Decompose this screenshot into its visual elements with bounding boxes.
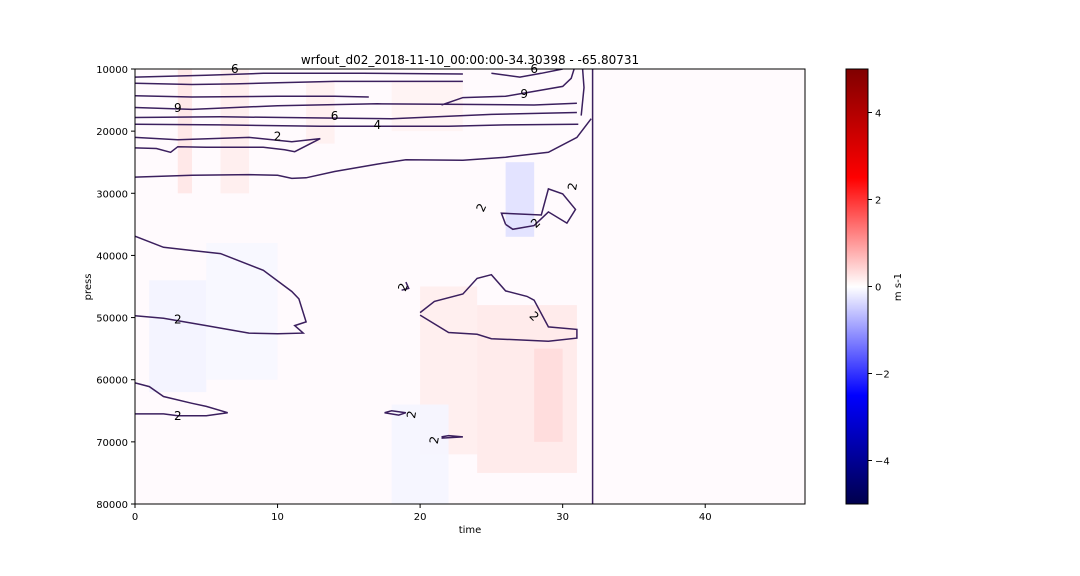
chart-title: wrfout_d02_2018-11-10_00:00:00-34.30398 … [301, 53, 639, 67]
contour-label: 2 [565, 181, 580, 191]
x-tick-label: 10 [271, 512, 284, 523]
x-tick-label: 20 [414, 512, 427, 523]
y-tick-label: 50000 [96, 314, 128, 325]
y-tick-label: 70000 [96, 438, 128, 449]
contour-line [135, 235, 308, 335]
shading-cell [391, 81, 463, 132]
shading-cell [220, 69, 250, 194]
colorbar-tick-label: −2 [875, 370, 890, 381]
colorbar [845, 68, 869, 505]
x-axis-label: time [459, 525, 482, 536]
contour-line [384, 410, 407, 416]
y-tick-label: 80000 [96, 500, 128, 511]
shading-layer [149, 69, 577, 504]
contour-label: 6 [331, 109, 339, 123]
contour-label: 4 [374, 118, 382, 132]
colorbar-tick-label: 2 [875, 196, 881, 207]
contour-line [580, 69, 585, 116]
contour-line [135, 72, 463, 78]
y-axis: 10000 20000 30000 40000 50000 60000 70000 80000 [96, 65, 135, 511]
contour-label: 9 [520, 87, 528, 101]
contour-line [135, 80, 463, 86]
contour-layer [135, 69, 594, 504]
contour-line [441, 434, 463, 439]
y-tick-label: 20000 [96, 127, 128, 138]
contour-label: 2 [174, 409, 182, 423]
contour-label: 9 [174, 101, 182, 115]
contour-line [135, 94, 369, 98]
contour-line [441, 69, 575, 106]
shading-cell [505, 162, 535, 237]
shading-cell [306, 81, 335, 144]
shading-cell [177, 69, 193, 194]
x-axis: 0 10 20 30 40 [132, 504, 712, 523]
contour-label: 2 [174, 312, 182, 326]
contour-label: 2 [404, 410, 419, 420]
plot-frame [134, 68, 806, 505]
colorbar-ticks: −4 −2 0 2 4 [868, 109, 890, 468]
x-tick-label: 0 [132, 512, 138, 523]
contour-line [135, 382, 228, 417]
colorbar-label: m s-1 [893, 273, 904, 301]
y-axis-label: press [83, 274, 94, 301]
y-tick-label: 60000 [96, 376, 128, 387]
colorbar-tick-label: 4 [875, 109, 881, 120]
y-tick-label: 40000 [96, 251, 128, 262]
contour-line [491, 69, 563, 78]
colorbar-tick-label: −4 [875, 457, 890, 468]
shading-cell [534, 348, 563, 442]
shading-cell [391, 404, 449, 504]
x-tick-label: 30 [556, 512, 569, 523]
contour-line [135, 102, 577, 111]
contour-line [135, 111, 577, 120]
contour-line [135, 118, 592, 180]
contour-line [500, 187, 577, 231]
contour-label: 2 [427, 435, 442, 445]
y-tick-label: 30000 [96, 189, 128, 200]
contour-line [135, 123, 579, 127]
y-tick-label: 10000 [96, 65, 128, 76]
contour-line [419, 273, 578, 342]
contour-line [401, 281, 410, 291]
colorbar-tick-label: 0 [875, 283, 881, 294]
shading-cell [206, 243, 278, 380]
x-tick-label: 40 [699, 512, 712, 523]
shading-cell [149, 280, 207, 393]
contour-label: 2 [395, 281, 411, 293]
contour-label: 2 [274, 130, 282, 144]
contour-line [135, 136, 321, 154]
